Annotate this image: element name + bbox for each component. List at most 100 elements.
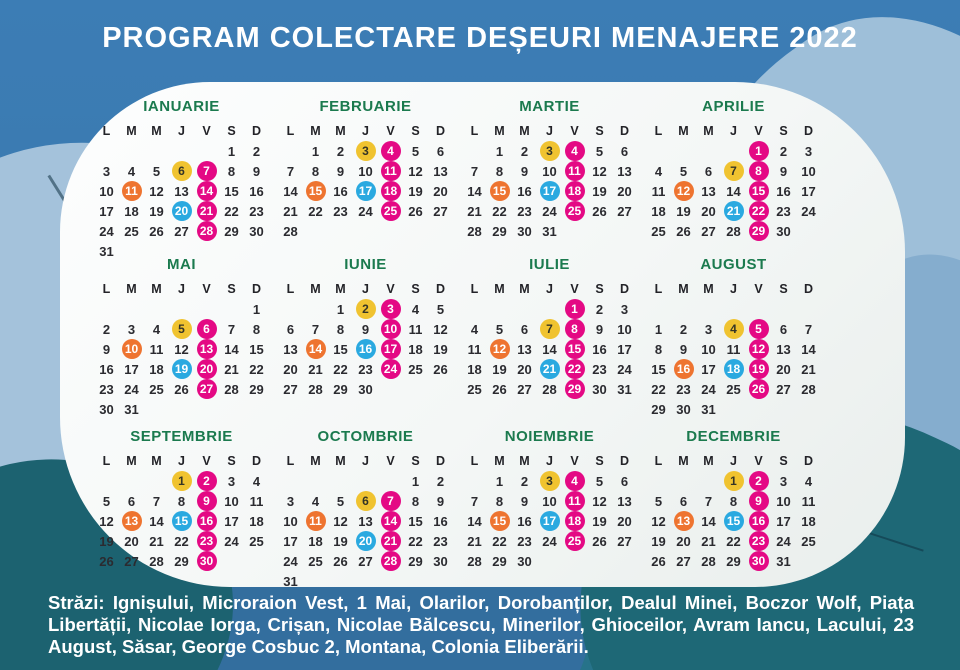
day-of-week-header: L <box>286 124 295 138</box>
day-cell: 10 <box>542 493 557 509</box>
empty-cell <box>462 471 487 491</box>
day-cell: 27 <box>776 381 791 397</box>
day-cell: 21 <box>194 201 219 221</box>
collection-day-magenta: 4 <box>564 141 585 161</box>
collection-day-magenta: 16 <box>196 511 217 531</box>
collection-day-yellow: 3 <box>539 141 560 161</box>
collection-day-magenta: 6 <box>196 319 217 339</box>
day-cell: 16 <box>99 361 114 377</box>
day-cell: 5 <box>436 301 445 317</box>
day-cell: 5 <box>595 143 604 159</box>
week-row: 18 19 20 21 22 23 24 <box>462 359 642 379</box>
day-cell: 12 <box>487 339 512 359</box>
month-ianuarie: IANUARIE L M M J V S D 1 2 3 4 5 6 7 8 9 10 11 12 13 14 15 16 17… <box>90 98 274 259</box>
empty-cell <box>244 399 269 419</box>
day-cell: 10 <box>99 183 114 199</box>
day-cell: 25 <box>467 381 482 397</box>
day-cell: 18 <box>408 341 423 357</box>
day-cell: 22 <box>651 381 666 397</box>
day-cell: 13 <box>119 511 144 531</box>
day-cell: 30 <box>249 223 264 239</box>
day-of-week-header: V <box>386 124 395 138</box>
day-cell: 27 <box>174 223 189 239</box>
day-of-week-header: M <box>519 282 530 296</box>
day-cell: 17 <box>537 511 562 531</box>
day-cell: 18 <box>801 513 816 529</box>
week-row: 7 8 9 10 11 12 13 <box>462 161 642 181</box>
day-cell: 23 <box>249 203 264 219</box>
day-cell: 10 <box>701 341 716 357</box>
day-cell: 3 <box>779 473 788 489</box>
day-cell: 14 <box>194 181 219 201</box>
empty-cell <box>353 221 378 241</box>
empty-cell <box>796 221 821 241</box>
day-cell: 30 <box>358 381 373 397</box>
day-cell: 12 <box>592 493 607 509</box>
day-cell: 6 <box>286 321 295 337</box>
empty-cell <box>462 141 487 161</box>
week-row: 28 29 30 <box>462 551 642 571</box>
week-row <box>646 299 826 319</box>
day-cell: 17 <box>353 181 378 201</box>
day-cell: 11 <box>726 341 741 357</box>
day-cell: 19 <box>651 533 666 549</box>
day-cell: 10 <box>801 163 816 179</box>
day-cell: 13 <box>517 341 532 357</box>
day-cell: 7 <box>470 493 479 509</box>
day-cell: 23 <box>676 381 691 397</box>
day-cell: 19 <box>592 513 607 529</box>
empty-cell <box>721 141 746 161</box>
collection-day-magenta: 2 <box>196 471 217 491</box>
day-cell: 10 <box>378 319 403 339</box>
day-cell: 22 <box>249 361 264 377</box>
empty-cell <box>378 221 403 241</box>
empty-cell <box>721 399 746 419</box>
day-cell: 16 <box>671 359 696 379</box>
day-cell: 1 <box>252 301 261 317</box>
day-cell: 3 <box>804 143 813 159</box>
empty-cell <box>462 299 487 319</box>
day-cell: 16 <box>333 183 348 199</box>
day-cell: 28 <box>283 223 298 239</box>
day-cell: 2 <box>779 143 788 159</box>
week-row: 12 13 14 15 16 17 18 <box>646 511 826 531</box>
day-cell: 9 <box>336 163 345 179</box>
day-cell: 25 <box>308 553 323 569</box>
day-cell: 7 <box>721 161 746 181</box>
day-cell: 7 <box>194 161 219 181</box>
day-cell: 21 <box>537 359 562 379</box>
day-of-week-header: M <box>126 124 137 138</box>
day-cell: 9 <box>102 341 111 357</box>
empty-cell <box>244 551 269 571</box>
week-row: 4 5 6 7 8 9 10 <box>646 161 826 181</box>
day-cell: 14 <box>467 183 482 199</box>
day-cell: 20 <box>194 359 219 379</box>
day-cell: 11 <box>801 493 816 509</box>
day-cell: 4 <box>311 493 320 509</box>
collection-day-magenta: 1 <box>748 141 769 161</box>
day-cell: 4 <box>411 301 420 317</box>
day-cell: 11 <box>378 161 403 181</box>
empty-cell <box>353 571 378 591</box>
empty-cell <box>94 471 119 491</box>
week-row: 11 12 13 14 15 16 17 <box>646 181 826 201</box>
day-cell: 10 <box>283 513 298 529</box>
empty-cell <box>328 471 353 491</box>
day-cell: 12 <box>592 163 607 179</box>
day-of-week-header: V <box>570 124 579 138</box>
day-cell: 7 <box>227 321 236 337</box>
day-cell: 31 <box>542 223 557 239</box>
day-of-week-header: M <box>310 282 321 296</box>
week-row: 24 25 26 27 28 29 30 <box>94 221 274 241</box>
day-of-week-header: M <box>678 124 689 138</box>
month-septembrie: SEPTEMBRIE L M M J V S D 1 2 3 4 5 6 7 8 9 10 11 12 13 14 15 16… <box>90 428 274 598</box>
day-cell: 23 <box>517 533 532 549</box>
day-cell: 21 <box>721 201 746 221</box>
collection-day-magenta: 23 <box>196 531 217 551</box>
day-of-week-header: S <box>779 124 788 138</box>
day-cell: 26 <box>174 381 189 397</box>
day-cell: 30 <box>517 223 532 239</box>
day-cell: 4 <box>721 319 746 339</box>
